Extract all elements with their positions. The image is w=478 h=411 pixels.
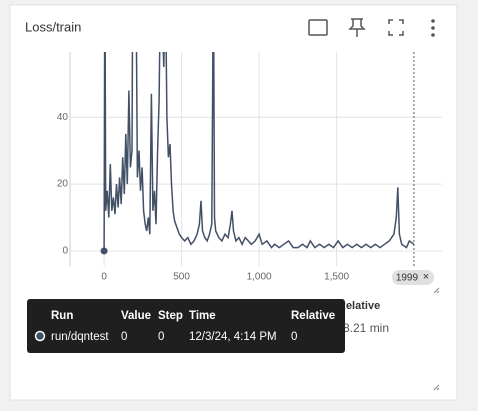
tooltip-header: Time bbox=[189, 310, 216, 322]
resize-handle bbox=[433, 287, 440, 391]
series-line bbox=[103, 52, 415, 252]
step-pill-close[interactable]: × bbox=[423, 271, 429, 283]
y-tick-label: 0 bbox=[62, 246, 68, 257]
x-tick-label: 0 bbox=[101, 272, 107, 283]
value-cell: 0 bbox=[121, 331, 127, 343]
run-swatch bbox=[34, 330, 46, 342]
x-tick-label: 1,000 bbox=[247, 272, 272, 283]
table-header: Relative bbox=[338, 300, 380, 312]
fullscreen-icon[interactable] bbox=[388, 19, 404, 36]
tooltip-content: run/dqntest 0 0 12/3/24, 4:14 PM 0 Run Va… bbox=[34, 310, 335, 343]
relative-cell: 0 bbox=[291, 331, 297, 343]
pin-icon[interactable] bbox=[348, 18, 366, 37]
tooltip-header: Run bbox=[51, 310, 73, 322]
tooltip-header: Relative bbox=[291, 310, 335, 322]
tooltip-header: Value bbox=[121, 310, 151, 322]
run-cell: run/dqntest bbox=[51, 331, 109, 343]
plot: 0 20 40 0 500 1,000 1,500 1999 × bbox=[57, 52, 442, 285]
y-tick-label: 20 bbox=[57, 179, 69, 190]
fit-icon[interactable] bbox=[308, 19, 328, 36]
x-tick-label: 1,500 bbox=[324, 272, 349, 283]
step-pill-label: 1999 bbox=[396, 273, 419, 284]
tooltip bbox=[27, 299, 345, 353]
toolbar bbox=[308, 18, 435, 37]
y-tick-label: 40 bbox=[57, 112, 69, 123]
relative-cell: 8.21 min bbox=[343, 321, 389, 335]
time-cell: 12/3/24, 4:14 PM bbox=[189, 331, 277, 343]
hover-point bbox=[100, 247, 108, 255]
menu-icon[interactable] bbox=[431, 19, 435, 37]
step-pill bbox=[391, 270, 434, 285]
step-cell: 0 bbox=[158, 331, 164, 343]
tooltip-header: Step bbox=[158, 310, 183, 322]
x-tick-label: 500 bbox=[173, 272, 190, 283]
card-title: Loss/train bbox=[25, 19, 81, 34]
